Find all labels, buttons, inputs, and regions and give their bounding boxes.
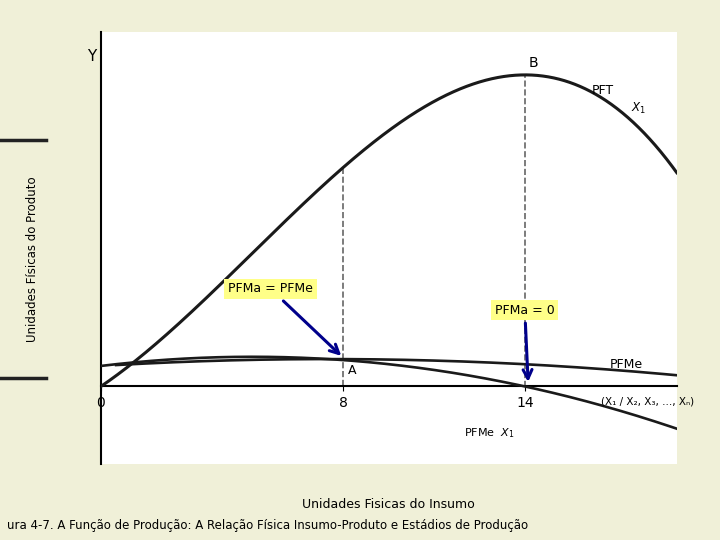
Text: $X_1$: $X_1$ bbox=[631, 100, 647, 116]
Text: Y: Y bbox=[87, 49, 96, 64]
Text: PFMa = PFMe: PFMa = PFMe bbox=[228, 282, 339, 354]
Text: A: A bbox=[348, 364, 356, 377]
Text: B: B bbox=[528, 56, 538, 70]
Text: (X₁ / X₂, X₃, ..., Xₙ): (X₁ / X₂, X₃, ..., Xₙ) bbox=[601, 396, 694, 406]
Text: PFT: PFT bbox=[592, 84, 614, 97]
Text: ura 4-7. A Função de Produção: A Relação Física Insumo-Produto e Estádios de Pro: ura 4-7. A Função de Produção: A Relação… bbox=[7, 519, 528, 532]
Text: PFMe  $X_1$: PFMe $X_1$ bbox=[464, 426, 514, 440]
Text: Unidades Fisicas do Insumo: Unidades Fisicas do Insumo bbox=[302, 497, 475, 511]
Text: PFMe: PFMe bbox=[610, 358, 643, 371]
Text: PFMa = 0: PFMa = 0 bbox=[495, 303, 554, 379]
Text: Unidades Físicas do Produto: Unidades Físicas do Produto bbox=[26, 177, 39, 342]
